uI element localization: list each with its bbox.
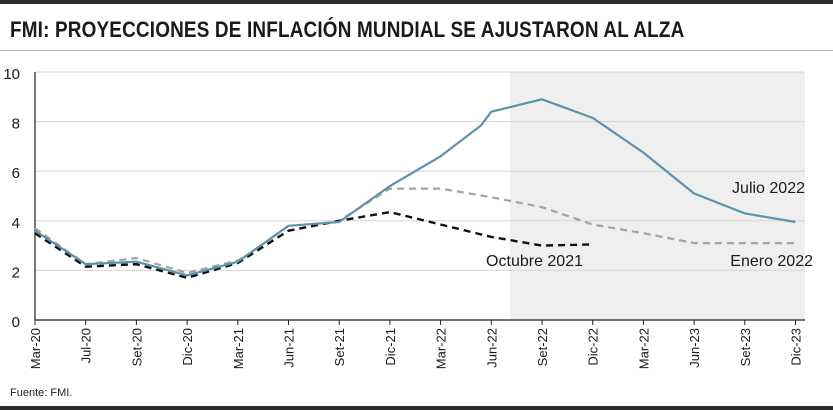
x-tick-label-15: Dic-23	[789, 328, 804, 366]
x-tick-label-5: Jun-21	[282, 328, 297, 368]
y-tick-label-6: 6	[12, 165, 20, 182]
bottom-border	[0, 406, 833, 410]
x-tick-label-6: Set-21	[332, 328, 347, 366]
x-tick-label-4: Mar-21	[231, 328, 246, 369]
series-line-octubre-2021	[34, 210, 593, 279]
y-tick-label-8: 8	[12, 116, 20, 133]
x-tick-label-13: Jun-23	[687, 328, 702, 368]
x-tick-label-1: Jul-20	[79, 328, 94, 363]
chart-title: FMI: PROYECCIONES DE INFLACIÓN MUNDIAL S…	[10, 17, 685, 42]
x-tick-label-0: Mar-20	[28, 328, 43, 369]
title-divider	[0, 50, 833, 51]
projection-shaded-region	[510, 72, 805, 320]
x-tick-label-12: Mar-22	[636, 328, 651, 369]
x-tick-label-11: Dic-22	[586, 328, 601, 366]
x-tick-label-3: Dic-20	[180, 328, 195, 366]
x-tick-label-14: Set-23	[738, 328, 753, 366]
series-line-julio-2022	[34, 98, 796, 277]
series-label-julio-2022: Julio 2022	[732, 180, 805, 197]
x-tick-label-9: Jun-22	[484, 328, 499, 368]
source-note: Fuente: FMI.	[10, 387, 73, 399]
series-label-enero-2022: Enero 2022	[730, 253, 813, 270]
y-tick-label-0: 0	[12, 314, 20, 331]
x-tick-label-8: Mar-22	[434, 328, 449, 369]
y-tick-label-10: 10	[3, 66, 20, 83]
x-tick-label-2: Set-20	[129, 328, 144, 366]
x-tick-label-7: Dic-21	[383, 328, 398, 366]
y-tick-label-2: 2	[12, 264, 20, 281]
x-tick-label-10: Set-22	[535, 328, 550, 366]
series-line-enero-2022	[34, 187, 796, 274]
series-label-octubre-2021: Octubre 2021	[486, 253, 583, 270]
y-tick-label-4: 4	[12, 215, 20, 232]
top-border	[0, 0, 833, 4]
